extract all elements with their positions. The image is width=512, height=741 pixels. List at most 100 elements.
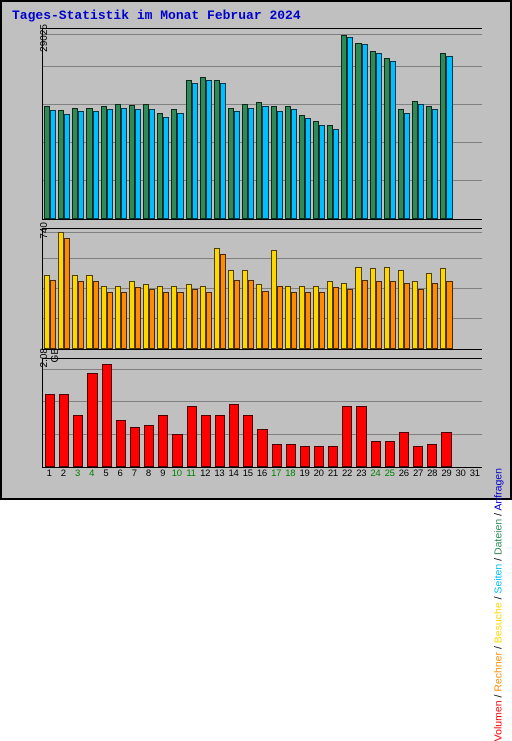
bar-dateien (149, 109, 155, 219)
x-label: 25 (383, 468, 397, 479)
bar-dateien (248, 108, 254, 219)
day-group (326, 29, 340, 219)
bar-dateien (64, 114, 70, 219)
bar-dateien (135, 109, 141, 219)
day-group (298, 359, 312, 467)
day-group (270, 359, 284, 467)
day-group (241, 29, 255, 219)
day-group (397, 229, 411, 349)
x-label: 8 (141, 468, 155, 479)
day-group (156, 229, 170, 349)
day-group (100, 29, 114, 219)
day-group (284, 229, 298, 349)
bar-dateien (234, 111, 240, 219)
bar-dateien (347, 37, 353, 219)
day-group (369, 359, 383, 467)
day-group (156, 359, 170, 467)
day-group (312, 229, 326, 349)
day-group (170, 29, 184, 219)
bar-dateien (206, 80, 212, 219)
chart-title: Tages-Statistik im Monat Februar 2024 (12, 8, 301, 23)
bar-volumen (342, 406, 352, 467)
bar-besuche (177, 292, 183, 349)
day-group (142, 29, 156, 219)
bar-dateien (362, 44, 368, 219)
bar-dateien (107, 109, 113, 219)
x-label: 29 (439, 468, 453, 479)
day-group (270, 29, 284, 219)
bar-volumen (441, 432, 451, 467)
bar-besuche (192, 289, 198, 349)
bar-volumen (371, 441, 381, 467)
bar-dateien (262, 106, 268, 219)
day-group (170, 229, 184, 349)
day-group (326, 359, 340, 467)
bar-besuche (291, 292, 297, 349)
day-group (57, 29, 71, 219)
legend-item: Rechner (492, 652, 504, 692)
bar-besuche (262, 291, 268, 349)
bar-volumen (257, 429, 267, 467)
legend-item: Besuche (492, 602, 504, 643)
bar-dateien (177, 113, 183, 219)
bar-volumen (243, 415, 253, 467)
bar-besuche (121, 292, 127, 349)
bar-volumen (45, 394, 55, 467)
day-group (284, 359, 298, 467)
day-group (128, 229, 142, 349)
day-group (298, 229, 312, 349)
bar-besuche (135, 287, 141, 349)
x-label: 5 (99, 468, 113, 479)
day-group (114, 359, 128, 467)
y-tick-label: 740 (39, 222, 50, 256)
bar-dateien (93, 111, 99, 219)
day-group (397, 29, 411, 219)
day-group (255, 29, 269, 219)
bar-dateien (305, 118, 311, 219)
day-group (100, 359, 114, 467)
bar-volumen (427, 444, 437, 467)
x-label: 12 (198, 468, 212, 479)
day-group (156, 29, 170, 219)
day-group (383, 359, 397, 467)
day-group (425, 229, 439, 349)
day-group (142, 359, 156, 467)
bar-volumen (328, 446, 338, 467)
day-group (185, 359, 199, 467)
plot-top (43, 29, 482, 219)
bar-volumen (144, 425, 154, 467)
x-label: 18 (283, 468, 297, 479)
day-group (128, 359, 142, 467)
day-group (369, 229, 383, 349)
plot-bot (43, 359, 482, 467)
y-tick-label: 29025 (39, 24, 50, 58)
day-group (100, 229, 114, 349)
bar-volumen (413, 446, 423, 467)
day-group (439, 359, 453, 467)
day-group (241, 359, 255, 467)
bar-besuche (305, 292, 311, 349)
day-group (199, 29, 213, 219)
legend: Volumen / Rechner / Besuche / Seiten / D… (492, 468, 504, 741)
day-group (411, 29, 425, 219)
x-label: 7 (127, 468, 141, 479)
day-group (354, 359, 368, 467)
day-group (213, 29, 227, 219)
day-group (185, 229, 199, 349)
bar-volumen (116, 420, 126, 467)
legend-item: Volumen (492, 700, 504, 741)
bar-dateien (432, 109, 438, 219)
day-group (270, 229, 284, 349)
day-group (340, 229, 354, 349)
bar-besuche (319, 292, 325, 349)
bar-besuche (64, 238, 70, 349)
bar-besuche (404, 283, 410, 349)
day-group (454, 229, 468, 349)
x-label: 14 (226, 468, 240, 479)
day-group (411, 229, 425, 349)
bar-besuche (376, 281, 382, 349)
day-group (340, 359, 354, 467)
bar-besuche (78, 281, 84, 349)
panel-requests-files: 29025 (42, 28, 482, 220)
day-group (71, 229, 85, 349)
